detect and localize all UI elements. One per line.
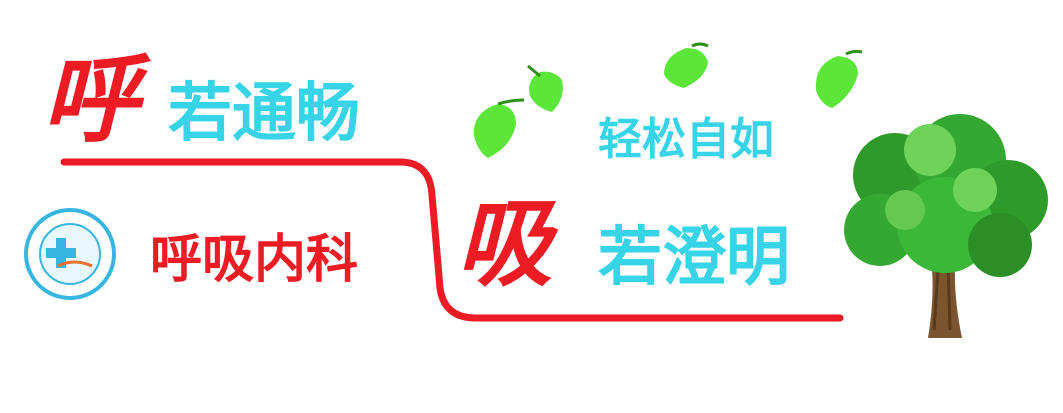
phrase-tongchang: 若通畅 (168, 76, 360, 151)
char-xi: 吸 (456, 187, 552, 300)
phrase-qingsong: 轻松自如 (598, 114, 774, 165)
leaf-icon (815, 49, 863, 108)
leaf-icon (473, 98, 525, 158)
red-divider-line (60, 158, 844, 322)
hospital-cross-emblem (46, 238, 76, 268)
leaf-icon (664, 42, 709, 88)
phrase-chengming: 若澄明 (598, 220, 790, 295)
department-name: 呼吸内科 (150, 229, 359, 290)
char-hu: 呼 (42, 43, 138, 156)
hospital-logo (24, 208, 116, 300)
leaf-icon (527, 64, 563, 112)
tree-icon (844, 114, 1048, 338)
